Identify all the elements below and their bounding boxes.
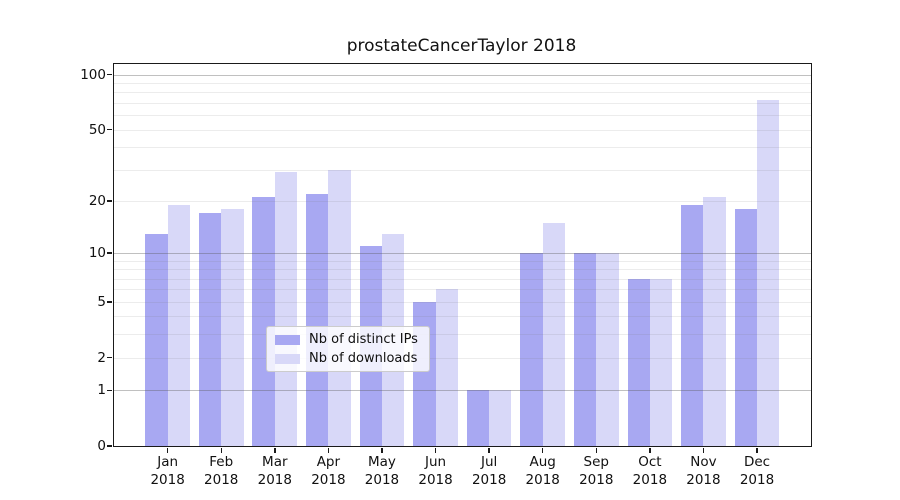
gridline-minor-70 [114,102,811,104]
y-tick-label-50: 50 [88,121,106,138]
bar-distinct-ips-nov-2018 [681,204,704,446]
gridline-minor-4 [114,316,811,318]
x-tick-mark-sep-2018 [595,448,597,453]
y-tick-mark-2 [107,356,112,359]
bar-downloads-jun-2018 [435,289,458,446]
x-tick-mark-oct-2018 [649,448,651,453]
gridline-major-10 [114,253,811,255]
x-tick-label-sep-2018: Sep 2018 [579,454,614,488]
legend-label-distinct-ips: Nb of distinct IPs [309,332,418,347]
bar-distinct-ips-feb-2018 [198,213,222,446]
bar-downloads-apr-2018 [328,169,351,446]
legend-item-downloads: Nb of downloads [275,351,421,366]
y-tick-mark-100 [107,73,112,76]
gridline-minor-2 [114,357,811,359]
gridline-minor-8 [114,269,811,271]
gridline-minor-30 [114,169,811,171]
bar-downloads-mar-2018 [274,172,298,446]
y-tick-label-20: 20 [88,192,106,209]
bar-distinct-ips-mar-2018 [252,197,275,446]
bar-downloads-jul-2018 [489,390,512,446]
y-tick-mark-1 [107,389,112,391]
x-tick-label-mar-2018: Mar 2018 [257,454,292,488]
x-tick-label-jul-2018: Jul 2018 [471,454,507,488]
gridline-minor-80 [114,92,811,94]
x-tick-mark-mar-2018 [274,448,276,453]
y-tick-mark-10 [107,252,112,254]
bar-downloads-feb-2018 [221,209,244,446]
gridline-major-1 [114,390,811,392]
x-tick-mark-jan-2018 [166,448,169,453]
bar-downloads-aug-2018 [542,222,566,446]
y-tick-label-1: 1 [97,382,106,399]
x-tick-label-jun-2018: Jun 2018 [418,454,453,488]
gridline-minor-3 [114,334,811,336]
bar-distinct-ips-dec-2018 [734,209,758,446]
y-tick-label-10: 10 [88,245,106,262]
bar-downloads-sep-2018 [596,253,619,446]
y-tick-mark-5 [107,301,112,303]
x-tick-label-apr-2018: Apr 2018 [311,454,346,488]
legend-item-distinct-ips: Nb of distinct IPs [275,332,421,347]
x-tick-mark-nov-2018 [702,448,705,453]
legend-swatch-distinct-ips [275,334,300,345]
gridline-minor-6 [114,289,811,291]
y-tick-mark-0 [107,445,112,447]
x-tick-mark-apr-2018 [327,448,330,453]
gridline-major-100 [114,74,811,76]
bar-downloads-dec-2018 [757,99,780,446]
x-tick-label-feb-2018: Feb 2018 [204,454,239,488]
y-tick-mark-20 [107,200,112,202]
y-tick-mark-50 [107,128,112,131]
x-tick-label-nov-2018: Nov 2018 [686,454,721,488]
bar-distinct-ips-jul-2018 [466,390,490,446]
bar-distinct-ips-aug-2018 [520,253,543,446]
x-tick-mark-jul-2018 [488,448,490,453]
bar-distinct-ips-oct-2018 [627,278,650,446]
gridline-minor-60 [114,115,811,117]
gridline-minor-5 [114,301,811,303]
x-tick-label-may-2018: May 2018 [364,454,400,488]
bar-downloads-nov-2018 [703,197,726,446]
y-tick-label-2: 2 [97,349,106,366]
legend-label-downloads: Nb of downloads [309,351,418,366]
x-tick-label-aug-2018: Aug 2018 [525,454,560,488]
legend: Nb of distinct IPs Nb of downloads [266,326,430,372]
y-tick-label-0: 0 [97,438,106,454]
x-tick-mark-aug-2018 [542,448,544,453]
x-tick-mark-may-2018 [381,448,383,453]
bar-distinct-ips-jun-2018 [413,301,436,446]
legend-swatch-downloads [275,353,300,364]
gridline-minor-50 [114,129,811,131]
x-tick-label-dec-2018: Dec 2018 [739,454,775,488]
plot-area: 0 1 2 5 10 20 50 100 Jan 2018 Feb 2018 Mar 2018 Apr 201… [80,63,812,488]
x-tick-label-oct-2018: Oct 2018 [632,454,668,488]
bar-downloads-oct-2018 [649,278,673,446]
gridline-minor-90 [114,82,811,84]
bar-distinct-ips-sep-2018 [573,253,597,446]
bar-distinct-ips-jan-2018 [145,233,168,446]
bar-distinct-ips-apr-2018 [306,193,329,446]
gridline-minor-20 [114,200,811,202]
y-tick-label-5: 5 [97,293,106,310]
x-tick-mark-dec-2018 [756,448,758,453]
gridline-minor-40 [114,147,811,149]
x-tick-mark-feb-2018 [220,448,222,453]
gridline-minor-7 [114,278,811,280]
gridline-minor-9 [114,260,811,262]
x-tick-label-jan-2018: Jan 2018 [150,454,185,488]
x-tick-mark-jun-2018 [434,448,437,453]
y-tick-label-100: 100 [80,66,106,83]
chart-title: prostateCancerTaylor 2018 [346,36,577,56]
bar-downloads-jan-2018 [167,204,190,446]
